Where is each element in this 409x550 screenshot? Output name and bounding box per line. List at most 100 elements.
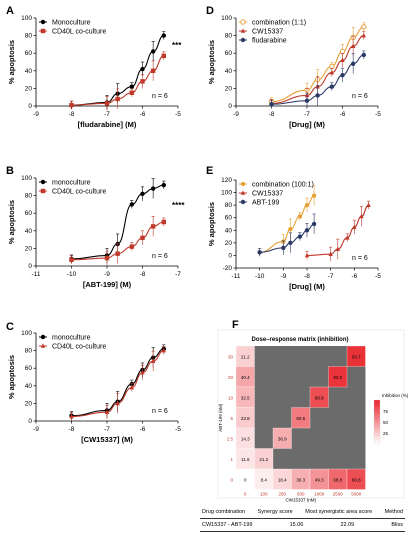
data-point	[161, 53, 166, 59]
heatmap-y-tick-label: 20	[228, 375, 234, 380]
legend-label: Monoculture	[52, 20, 91, 27]
heatmap-cell-rect	[291, 407, 311, 429]
y-tick-label: 20	[25, 400, 33, 407]
y-axis-label: % apoptosis	[207, 202, 216, 246]
legend-marker	[240, 199, 246, 205]
legend-label: combination (1:1)	[252, 20, 306, 27]
data-point	[140, 235, 145, 241]
heatmap-y-tick-label: 5	[230, 416, 233, 421]
y-tick-label: 0	[28, 263, 32, 270]
heatmap-cell-rect	[309, 386, 329, 408]
annotation-n: n = 6	[352, 255, 368, 262]
y-tick-label: 20	[25, 85, 33, 92]
series-2: ABT-199	[239, 199, 317, 257]
heatmap-cell: 32.5	[235, 386, 255, 408]
data-point	[288, 240, 293, 246]
x-tick-label: -7	[304, 111, 310, 118]
heatmap-y-tick-label: 10	[228, 395, 234, 400]
heatmap-cell-value: 8.4	[261, 477, 268, 482]
heatmap-cell: 40.4	[235, 366, 255, 388]
legend-label: CD40L co-culture	[52, 189, 106, 196]
legend-marker	[40, 19, 46, 25]
y-tick-label: 40	[225, 227, 233, 234]
y-tick-label: 0	[28, 103, 32, 110]
table-cell-drug-combination: CW15337 - ABT-199	[202, 522, 253, 528]
heatmap-cell: 0	[235, 468, 255, 490]
heatmap-cell: 18.4	[272, 468, 292, 490]
y-axis-label: % apoptosis	[7, 355, 16, 399]
x-tick-label: -7	[328, 273, 334, 280]
table-header-method: Method	[384, 509, 403, 515]
heatmap-cell-value: 0	[244, 477, 247, 482]
y-tick-label: 80	[225, 202, 233, 209]
heatmap-cell-value: 11.6	[241, 457, 250, 462]
y-tick-label: 80	[25, 33, 33, 40]
y-tick-label: 60	[225, 50, 233, 57]
data-point	[304, 252, 310, 258]
heatmap-cell: 36.9	[272, 427, 292, 449]
y-tick-label: 100	[21, 15, 32, 22]
panel-letter: D	[206, 5, 214, 17]
x-tick-label: -6	[340, 111, 346, 118]
x-tick-label: -5	[175, 111, 181, 118]
heatmap-cell: 21.2	[235, 345, 255, 367]
heatmap-x-tick-label: 250	[278, 492, 286, 497]
data-point	[140, 191, 145, 197]
data-point	[340, 57, 345, 63]
data-point	[297, 234, 303, 239]
x-tick-label: -9	[33, 111, 39, 118]
table-header-area-score: Most synergistic area score	[305, 509, 373, 515]
table-cell-synergy-score: 15.06	[289, 522, 304, 528]
chart-panel-b: B 0 20 40 60 80 100 -11 -10 -9 -8 -7 [ABT-199] (M) % …	[6, 165, 185, 289]
legend-marker	[240, 37, 246, 43]
data-point	[129, 90, 135, 95]
x-tick-label: -6	[140, 111, 146, 118]
series-2: fludarabine	[239, 38, 366, 109]
y-tick-label: 60	[25, 365, 33, 372]
legend-label: CD40L co-culture	[52, 29, 106, 36]
heatmap-cell: 80.8	[309, 386, 329, 408]
legend-label: monoculture	[52, 335, 91, 342]
colorbar-tick-label: 25	[383, 431, 389, 436]
data-point	[150, 49, 156, 54]
data-point	[311, 193, 317, 198]
y-tick-label: 60	[225, 215, 233, 222]
heatmap-x-tick-label: 2500	[333, 492, 344, 497]
heatmap-x-tick-label: 500	[297, 492, 305, 497]
x-tick-label: -10	[255, 273, 265, 280]
x-tick-label: -7	[104, 111, 110, 118]
data-point	[69, 102, 74, 108]
data-point	[150, 224, 156, 229]
annotation-n: n = 6	[152, 253, 168, 260]
x-tick-label: -5	[175, 426, 181, 433]
series-line	[259, 223, 315, 253]
annotation-n: n = 6	[352, 93, 368, 100]
heatmap-cell-value: 36.3	[296, 477, 305, 482]
data-point	[69, 414, 74, 419]
x-tick-label: -8	[269, 111, 275, 118]
data-point	[115, 251, 120, 256]
heatmap-cell-value: 68.8	[333, 477, 342, 482]
x-tick-label: -9	[33, 426, 39, 433]
y-tick-label: 80	[25, 348, 33, 355]
x-tick-label: -8	[304, 273, 310, 280]
legend-label: ABT-199	[252, 200, 279, 207]
heatmap-x-tick-label: 0	[244, 492, 247, 497]
y-tick-label: 60	[25, 210, 33, 217]
y-tick-label: 100	[21, 175, 32, 182]
panel-letter: A	[6, 5, 14, 17]
y-tick-label: 100	[221, 190, 232, 197]
heatmap-cell: 36.3	[291, 468, 311, 490]
data-point	[329, 63, 335, 70]
chart-panel-e: E -20 0 20 40 60 80 100 120 -11 -10 -9 -8 -7 -6 -5 [Drug…	[206, 165, 381, 291]
x-axis-label: [ABT-199] (M)	[83, 280, 132, 289]
legend-label: CD40L co-culture	[52, 344, 106, 351]
heatmap-cell: 80.8	[346, 468, 366, 490]
x-tick-label: -10	[67, 271, 77, 278]
data-point	[150, 186, 156, 191]
panel-letter: B	[6, 165, 14, 177]
annotation-significance: ****	[172, 201, 185, 210]
series-1: CD40L co-culture	[39, 343, 166, 421]
y-axis-label: % apoptosis	[7, 40, 16, 84]
data-point	[161, 182, 166, 188]
